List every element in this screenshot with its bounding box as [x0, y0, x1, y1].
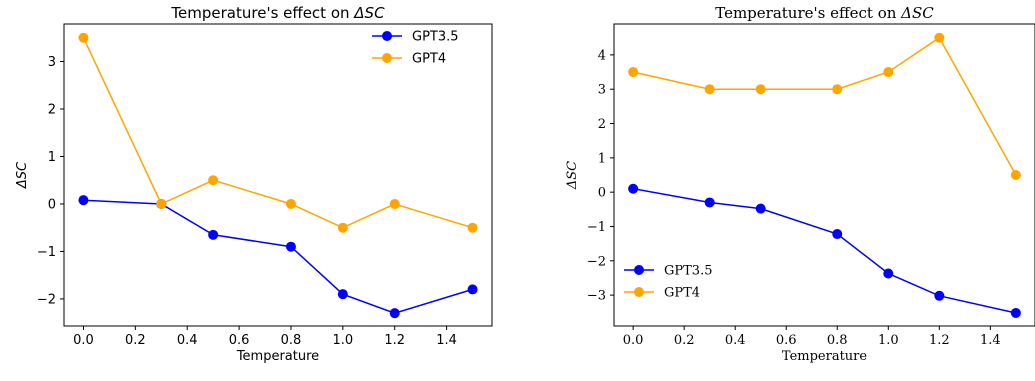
data-point	[832, 84, 843, 95]
y-tick-label: −3	[587, 289, 606, 304]
chart-2: Temperature's effect on ΔSC 0.0 0.2 0.4 0.6 0…	[565, 4, 1035, 364]
data-point	[78, 195, 89, 206]
series-gpt35	[628, 183, 1021, 318]
data-point	[337, 222, 348, 233]
legend: GPT3.5 GPT4	[372, 30, 459, 67]
legend-marker	[634, 287, 644, 297]
data-point	[934, 290, 945, 301]
data-point	[832, 229, 843, 240]
x-tick-label: 0.0	[623, 333, 644, 348]
chart-title: Temperature's effect on ΔSC	[715, 4, 934, 22]
x-tick-label: 1.0	[333, 333, 354, 348]
x-tick-label: 1.4	[436, 333, 457, 348]
legend: GPT3.5 GPT4	[624, 264, 712, 301]
x-tick-label: 0.6	[229, 333, 250, 348]
y-tick-label: 1	[48, 150, 56, 165]
series-line	[632, 36, 1017, 176]
data-point	[389, 308, 400, 319]
plot-frame	[613, 23, 1035, 327]
data-point	[883, 268, 894, 279]
legend-marker	[382, 31, 392, 41]
x-tick-label: 1.2	[929, 333, 950, 348]
x-tick-label: 1.0	[878, 333, 899, 348]
data-point	[1010, 170, 1021, 180]
x-axis-label: Temperature	[782, 349, 867, 364]
data-point	[467, 284, 478, 295]
data-point	[704, 197, 715, 208]
x-tick-label: 0.6	[776, 333, 797, 348]
legend-marker	[634, 265, 644, 275]
y-tick-label: 1	[598, 151, 606, 166]
legend-label: GPT4	[664, 286, 700, 301]
data-point	[208, 229, 219, 240]
legend-marker	[382, 53, 392, 63]
data-point	[337, 289, 348, 300]
data-point	[755, 203, 766, 214]
x-tick-label: 1.4	[980, 333, 1001, 348]
y-tick-label: −2	[37, 292, 56, 307]
series-gpt4	[78, 32, 478, 233]
data-point	[1010, 307, 1021, 318]
series-gpt35	[78, 195, 478, 319]
series-line	[83, 199, 473, 314]
legend-label: GPT4	[412, 52, 446, 67]
y-tick-label: −2	[587, 254, 606, 269]
plot-frame	[63, 23, 493, 327]
x-tick-label: 0.8	[827, 333, 848, 348]
chart-title: Temperature's effect on ΔSC	[170, 4, 385, 22]
y-tick-label: 3	[48, 55, 56, 70]
data-point	[883, 67, 894, 78]
y-axis-label: ΔSC	[565, 161, 580, 190]
data-point	[704, 84, 715, 95]
y-tick-label: −1	[587, 220, 606, 235]
x-tick-label: 0.0	[73, 333, 94, 348]
data-point	[78, 32, 89, 43]
data-point	[208, 175, 219, 186]
x-tick-label: 0.8	[281, 333, 302, 348]
y-tick-label: −1	[37, 245, 56, 260]
legend-label: GPT3.5	[412, 30, 459, 45]
data-point	[156, 198, 167, 209]
x-tick-label: 1.2	[384, 333, 405, 348]
data-point	[628, 183, 639, 194]
series-gpt4	[628, 32, 1021, 180]
data-point	[934, 32, 945, 43]
y-tick-label: 2	[598, 117, 606, 132]
y-axis-label: ΔSC	[15, 161, 30, 189]
legend-label: GPT3.5	[664, 264, 712, 279]
y-tick-label: 3	[598, 83, 606, 98]
y-tick-label: 4	[598, 48, 606, 63]
data-point	[285, 198, 296, 209]
x-tick-label: 0.2	[674, 333, 695, 348]
data-point	[389, 198, 400, 209]
x-tick-label: 0.4	[177, 333, 198, 348]
data-point	[628, 67, 639, 78]
x-axis-label: Temperature	[236, 349, 319, 364]
data-point	[467, 222, 478, 233]
y-tick-label: 2	[48, 102, 56, 117]
data-point	[755, 84, 766, 95]
y-tick-label: 0	[598, 186, 606, 201]
chart-1: Temperature's effect on ΔSC 0.0 0.2 0.4 0.6 0…	[15, 4, 493, 364]
y-tick-label: 0	[48, 197, 56, 212]
data-point	[285, 241, 296, 252]
x-tick-label: 0.4	[725, 333, 746, 348]
x-tick-label: 0.2	[125, 333, 146, 348]
